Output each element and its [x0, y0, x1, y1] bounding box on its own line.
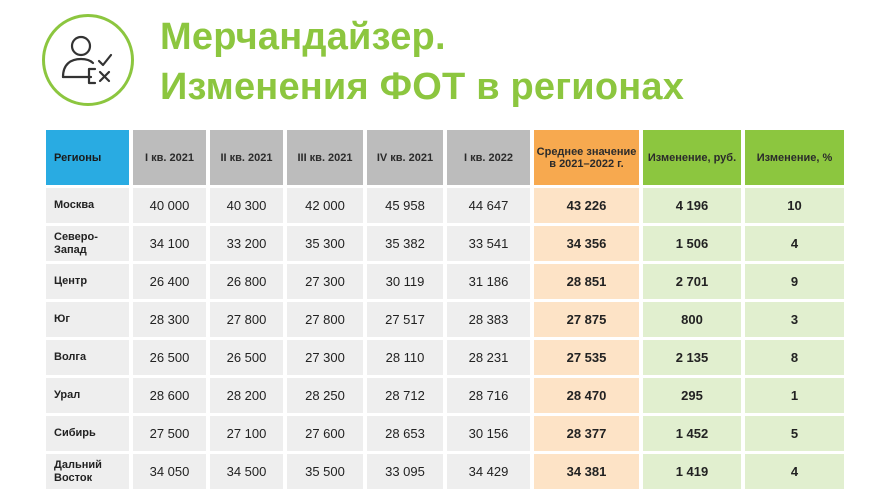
value-cell: 27 800: [287, 302, 363, 337]
region-cell: Дальний Восток: [46, 454, 129, 489]
logo: [42, 14, 134, 106]
value-cell: 31 186: [447, 264, 530, 299]
region-cell: Центр: [46, 264, 129, 299]
value-cell: 28 600: [133, 378, 206, 413]
value-cell: 28 377: [534, 416, 639, 451]
value-cell: 28 716: [447, 378, 530, 413]
value-cell: 27 300: [287, 264, 363, 299]
column-header: Среднее значение в 2021–2022 г.: [534, 130, 639, 185]
value-cell: 26 400: [133, 264, 206, 299]
value-cell: 27 600: [287, 416, 363, 451]
value-cell: 28 383: [447, 302, 530, 337]
value-cell: 28 110: [367, 340, 443, 375]
value-cell: 28 851: [534, 264, 639, 299]
column-header: Изменение, руб.: [643, 130, 741, 185]
payroll-table: Регионы I кв. 2021 II кв. 2021 III кв. 2021…: [42, 127, 848, 492]
value-cell: 4 196: [643, 188, 741, 223]
value-cell: 27 500: [133, 416, 206, 451]
column-header: I кв. 2021: [133, 130, 206, 185]
value-cell: 27 517: [367, 302, 443, 337]
table-header-row: Регионы I кв. 2021 II кв. 2021 III кв. 2021…: [46, 130, 844, 185]
value-cell: 1 452: [643, 416, 741, 451]
region-cell: Урал: [46, 378, 129, 413]
column-header: III кв. 2021: [287, 130, 363, 185]
value-cell: 27 300: [287, 340, 363, 375]
table-row: Волга 26 500 26 500 27 300 28 110 28 231 27 53…: [46, 340, 844, 375]
title-line-2: Изменения ФОТ в регионах: [160, 66, 685, 108]
value-cell: 34 429: [447, 454, 530, 489]
value-cell: 10: [745, 188, 844, 223]
value-cell: 35 382: [367, 226, 443, 261]
value-cell: 35 300: [287, 226, 363, 261]
value-cell: 295: [643, 378, 741, 413]
value-cell: 9: [745, 264, 844, 299]
region-cell: Сибирь: [46, 416, 129, 451]
column-header: IV кв. 2021: [367, 130, 443, 185]
value-cell: 33 541: [447, 226, 530, 261]
value-cell: 28 653: [367, 416, 443, 451]
value-cell: 26 800: [210, 264, 283, 299]
table-row: Москва 40 000 40 300 42 000 45 958 44 647 43 2…: [46, 188, 844, 223]
person-checkmark-icon: [61, 35, 113, 85]
value-cell: 3: [745, 302, 844, 337]
value-cell: 45 958: [367, 188, 443, 223]
value-cell: 2 701: [643, 264, 741, 299]
region-cell: Москва: [46, 188, 129, 223]
value-cell: 43 226: [534, 188, 639, 223]
value-cell: 27 875: [534, 302, 639, 337]
value-cell: 1 506: [643, 226, 741, 261]
value-cell: 800: [643, 302, 741, 337]
value-cell: 30 119: [367, 264, 443, 299]
value-cell: 26 500: [133, 340, 206, 375]
value-cell: 44 647: [447, 188, 530, 223]
column-header: Изменение, %: [745, 130, 844, 185]
value-cell: 42 000: [287, 188, 363, 223]
table-row: Северо-Запад 34 100 33 200 35 300 35 382 33 5…: [46, 226, 844, 261]
value-cell: 28 300: [133, 302, 206, 337]
table-row: Сибирь 27 500 27 100 27 600 28 653 30 156 28 3…: [46, 416, 844, 451]
value-cell: 34 050: [133, 454, 206, 489]
value-cell: 27 800: [210, 302, 283, 337]
region-cell: Волга: [46, 340, 129, 375]
title-line-1: Мерчандайзер.: [160, 16, 446, 58]
table-body: Москва 40 000 40 300 42 000 45 958 44 647 43 2…: [46, 188, 844, 489]
value-cell: 34 500: [210, 454, 283, 489]
value-cell: 1 419: [643, 454, 741, 489]
value-cell: 4: [745, 226, 844, 261]
table-row: Урал 28 600 28 200 28 250 28 712 28 716 28 470…: [46, 378, 844, 413]
value-cell: 33 095: [367, 454, 443, 489]
value-cell: 27 535: [534, 340, 639, 375]
value-cell: 4: [745, 454, 844, 489]
value-cell: 30 156: [447, 416, 530, 451]
value-cell: 2 135: [643, 340, 741, 375]
table-row: Центр 26 400 26 800 27 300 30 119 31 186 28 85…: [46, 264, 844, 299]
value-cell: 40 300: [210, 188, 283, 223]
value-cell: 28 250: [287, 378, 363, 413]
value-cell: 35 500: [287, 454, 363, 489]
value-cell: 34 100: [133, 226, 206, 261]
value-cell: 34 381: [534, 454, 639, 489]
column-header: Регионы: [46, 130, 129, 185]
value-cell: 1: [745, 378, 844, 413]
value-cell: 28 231: [447, 340, 530, 375]
table-row: Юг 28 300 27 800 27 800 27 517 28 383 27 875 80…: [46, 302, 844, 337]
value-cell: 28 200: [210, 378, 283, 413]
value-cell: 34 356: [534, 226, 639, 261]
value-cell: 40 000: [133, 188, 206, 223]
column-header: I кв. 2022: [447, 130, 530, 185]
region-cell: Северо-Запад: [46, 226, 129, 261]
value-cell: 26 500: [210, 340, 283, 375]
column-header: II кв. 2021: [210, 130, 283, 185]
value-cell: 28 712: [367, 378, 443, 413]
value-cell: 28 470: [534, 378, 639, 413]
value-cell: 27 100: [210, 416, 283, 451]
value-cell: 33 200: [210, 226, 283, 261]
value-cell: 8: [745, 340, 844, 375]
table-row: Дальний Восток 34 050 34 500 35 500 33 095 34…: [46, 454, 844, 489]
page-title: Мерчандайзер. Изменения ФОТ в регионах: [160, 12, 684, 112]
value-cell: 5: [745, 416, 844, 451]
region-cell: Юг: [46, 302, 129, 337]
